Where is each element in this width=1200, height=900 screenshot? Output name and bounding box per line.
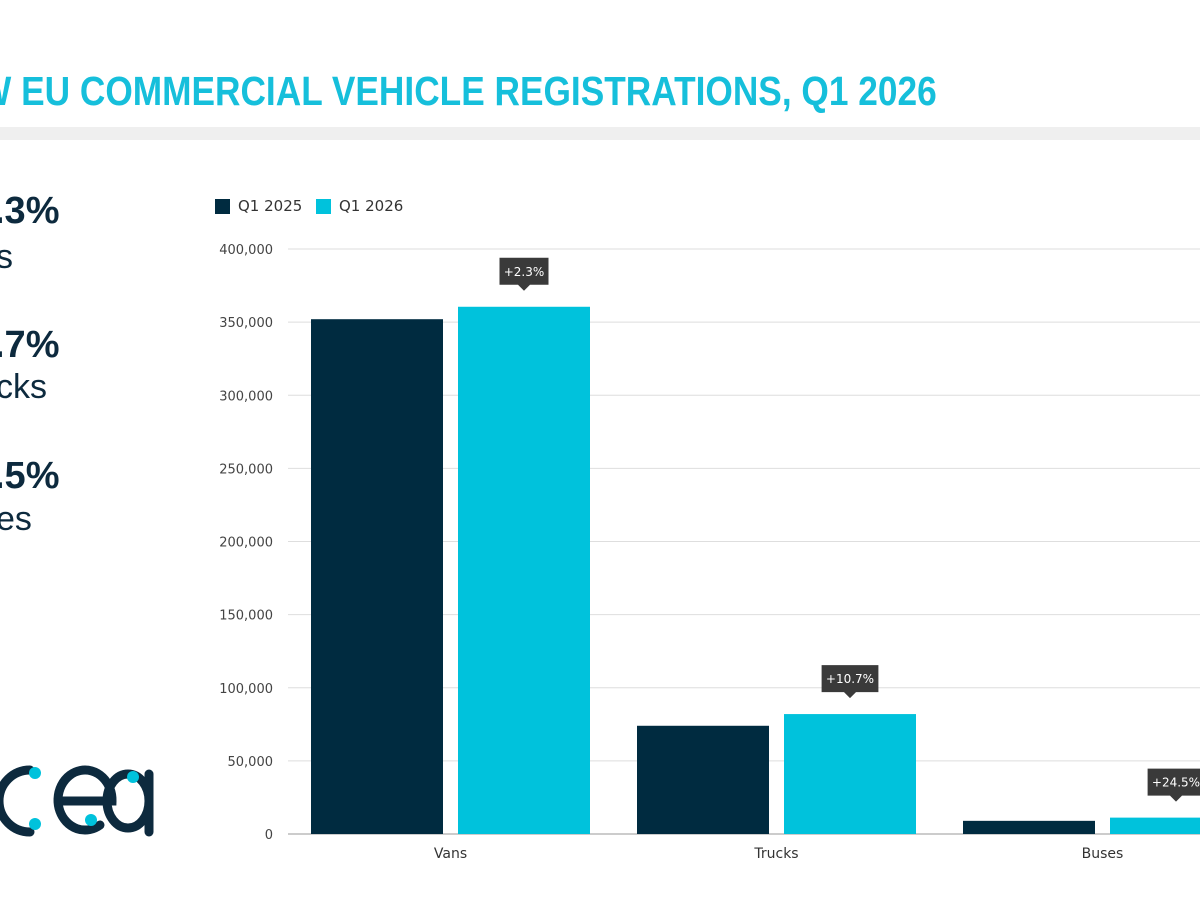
bar-buses-q1-2025 xyxy=(963,820,1095,834)
legend-label-q1-2026: Q1 2026 xyxy=(339,197,404,215)
legend-swatch-q1-2026 xyxy=(316,198,331,214)
change-callout-text: +24.5% xyxy=(1152,776,1200,790)
bar-trucks-q1-2025 xyxy=(637,725,769,834)
y-tick-label: 400,000 xyxy=(219,243,273,258)
bar-vans-q1-2025 xyxy=(311,319,443,834)
y-tick-label: 200,000 xyxy=(219,536,273,551)
bar-trucks-q1-2026 xyxy=(784,714,916,834)
stat-vans-value: .3% xyxy=(0,190,60,232)
y-tick-label: 0 xyxy=(265,828,273,843)
legend-swatch-q1-2025 xyxy=(215,198,230,214)
change-callout-text: +10.7% xyxy=(826,672,874,686)
legend-item-q1-2026[interactable]: Q1 2026 xyxy=(316,197,403,215)
y-tick-label: 250,000 xyxy=(219,462,273,477)
cea-logo-icon xyxy=(0,765,154,837)
bar-buses-q1-2026 xyxy=(1110,817,1200,834)
stat-vans-label: s xyxy=(0,238,13,276)
y-tick-label: 50,000 xyxy=(228,755,274,770)
stat-buses-label: es xyxy=(0,500,32,538)
x-category-label: Buses xyxy=(1082,846,1124,862)
bar-vans-q1-2026 xyxy=(458,306,590,834)
y-tick-label: 300,000 xyxy=(219,389,273,404)
x-category-label: Vans xyxy=(434,846,467,862)
change-callout-text: +2.3% xyxy=(504,265,545,279)
stat-trucks-label: cks xyxy=(0,368,47,406)
cea-logo: cea xyxy=(0,752,165,846)
stat-buses-value: .5% xyxy=(0,455,60,497)
legend-item-q1-2025[interactable]: Q1 2025 xyxy=(215,197,302,215)
chart-title: W EU COMMERCIAL VEHICLE REGISTRATIONS, Q… xyxy=(0,68,937,114)
change-callout-buses xyxy=(1147,768,1200,802)
y-tick-label: 350,000 xyxy=(219,316,273,331)
x-category-label: Trucks xyxy=(753,846,798,862)
title-divider xyxy=(0,127,1200,140)
y-tick-label: 100,000 xyxy=(219,682,273,697)
legend-label-q1-2025: Q1 2025 xyxy=(238,197,303,215)
stat-trucks-value: .7% xyxy=(0,324,60,366)
change-callout-trucks xyxy=(821,665,879,699)
change-callout-vans xyxy=(499,257,549,291)
y-tick-label: 150,000 xyxy=(219,609,273,624)
